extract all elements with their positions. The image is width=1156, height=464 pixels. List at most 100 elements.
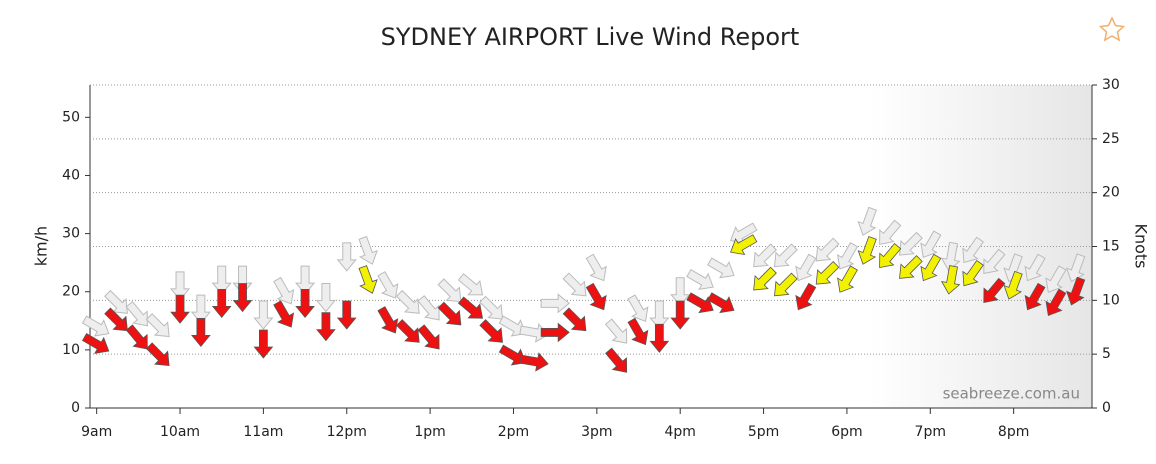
wind-arrow	[1003, 270, 1023, 300]
wind-arrow	[605, 347, 628, 373]
gust-arrow	[836, 242, 859, 270]
x-tick-label: 11am	[243, 424, 283, 440]
wind-arrow	[920, 253, 942, 282]
x-tick-label: 12pm	[327, 424, 367, 440]
wind-arrow	[562, 307, 587, 332]
wind-arrow	[730, 234, 758, 256]
gust-arrow	[81, 315, 110, 337]
gust-arrow	[562, 272, 587, 297]
wind-arrow	[1045, 288, 1067, 317]
gust-arrow	[104, 289, 128, 314]
gust-arrow	[211, 265, 232, 295]
wind-arrow	[670, 300, 691, 330]
gust-arrow	[295, 265, 316, 295]
gust-arrow	[457, 273, 484, 296]
wind-arrow	[962, 259, 984, 287]
wind-arrow	[1024, 282, 1046, 311]
y-tick-label: 50	[62, 109, 80, 125]
y2-tick-label: 25	[1102, 131, 1120, 147]
gust-arrow	[232, 265, 253, 295]
gust-arrow	[145, 313, 170, 338]
x-tick-label: 9am	[81, 424, 112, 440]
chart-title: SYDNEY AIRPORT Live Wind Report	[381, 23, 800, 51]
wind-arrow	[295, 288, 315, 318]
wind-arrow	[519, 352, 549, 372]
wind-arrow	[627, 317, 649, 346]
gust-arrow	[437, 278, 462, 303]
wind-arrow	[649, 323, 670, 353]
x-tick-label: 7pm	[915, 424, 946, 440]
wind-arrow	[211, 288, 232, 318]
y-tick-label: 0	[71, 400, 80, 416]
gust-arrow	[857, 206, 877, 236]
y2-tick-label: 5	[1102, 346, 1111, 362]
gust-arrow	[395, 289, 420, 314]
wind-arrow	[940, 265, 961, 295]
gust-arrow	[273, 276, 295, 305]
wind-arrow	[437, 301, 462, 326]
gust-arrow	[670, 277, 691, 307]
gust-arrow	[1024, 253, 1046, 282]
y-tick-label: 40	[62, 167, 80, 183]
y-tick-label: 20	[62, 284, 80, 300]
wind-arrow	[377, 306, 399, 334]
gust-arrow	[983, 248, 1006, 274]
gust-arrow	[585, 253, 607, 282]
gust-arrow	[962, 236, 984, 264]
wind-arrow	[104, 307, 128, 332]
wind-arrow	[457, 296, 484, 319]
wind-arrow	[273, 300, 295, 328]
x-tick-label: 8pm	[998, 424, 1029, 440]
gust-arrow	[125, 300, 148, 327]
y-tick-label: 10	[62, 342, 80, 358]
wind-arrow	[983, 277, 1006, 303]
y2-tick-label: 0	[1102, 400, 1111, 416]
gust-arrow	[169, 271, 191, 301]
wind-arrow	[395, 319, 420, 343]
x-tick-label: 5pm	[748, 424, 779, 440]
wind-arrow	[585, 282, 607, 311]
watermark: seabreeze.com.au	[943, 385, 1080, 403]
wind-arrow	[125, 324, 148, 350]
gust-arrow	[498, 315, 527, 337]
y-axis-title: km/h	[32, 226, 51, 266]
gust-arrow	[940, 241, 961, 272]
wind-arrow	[336, 300, 357, 330]
wind-arrow	[857, 235, 877, 265]
y-tick-label: 30	[62, 226, 80, 242]
x-tick-label: 1pm	[414, 424, 445, 440]
gust-arrow	[753, 243, 777, 268]
x-tick-label: 4pm	[664, 424, 695, 440]
wind-arrow	[479, 319, 503, 343]
y2-tick-label: 20	[1102, 185, 1120, 201]
gust-arrow	[336, 242, 357, 272]
wind-arrow	[707, 292, 735, 314]
gust-arrow	[879, 219, 902, 245]
wind-arrow	[795, 282, 817, 311]
gust-arrow	[253, 300, 274, 330]
gust-arrow	[315, 283, 336, 313]
x-tick-label: 3pm	[581, 424, 612, 440]
gust-arrow	[377, 271, 399, 299]
wind-arrow	[540, 322, 570, 343]
gust-arrow	[815, 237, 840, 262]
x-tick-label: 6pm	[831, 424, 862, 440]
wind-arrow	[191, 318, 211, 348]
y2-axis-title: Knots	[1132, 223, 1151, 268]
gust-arrow	[795, 253, 817, 282]
gust-arrow	[686, 268, 714, 291]
wind-arrow	[686, 292, 714, 314]
gust-arrow	[920, 230, 942, 259]
gust-arrow	[729, 222, 758, 244]
wind-arrow	[753, 266, 777, 291]
wind-arrow	[170, 294, 190, 324]
wind-arrow	[899, 255, 923, 279]
gust-arrow	[358, 235, 378, 265]
gust-arrow	[627, 294, 649, 322]
favorite-star[interactable]	[1098, 16, 1126, 42]
wind-arrow	[358, 265, 378, 294]
gust-arrow	[649, 300, 670, 330]
wind-arrow	[417, 324, 440, 350]
wind-arrow	[815, 260, 840, 285]
